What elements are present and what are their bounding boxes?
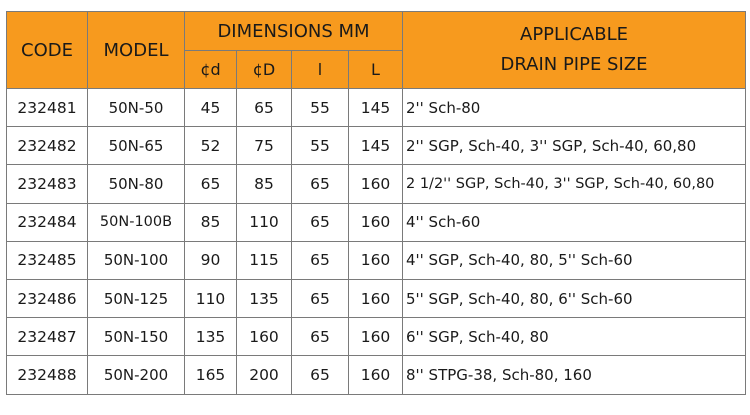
- cell-model: 50N-150: [87, 317, 185, 357]
- cell-model: 50N-50: [87, 87, 185, 128]
- cell-model: 50N-80: [87, 164, 185, 204]
- cell-inner-diameter: 85: [184, 202, 237, 242]
- cell-code: 232487: [6, 317, 88, 357]
- cell-pipe-size: 8'' STPG-38, Sch-80, 160: [402, 355, 746, 395]
- cell-inner-diameter: 165: [184, 355, 237, 395]
- cell-model: 50N-200: [87, 355, 185, 395]
- cell-outer-diameter: 135: [236, 278, 292, 319]
- header-outer-diameter: ¢D: [236, 50, 292, 89]
- cell-pipe-size: 4'' SGP, Sch-40, 80, 5'' Sch-60: [402, 240, 746, 280]
- header-model: MODEL: [87, 11, 185, 89]
- cell-length: 160: [348, 278, 403, 319]
- table-row: 232481 50N-50 45 65 55 145 2'' Sch-80: [6, 87, 746, 128]
- header-code: CODE: [6, 11, 88, 89]
- cell-pipe-size: 4'' Sch-60: [402, 202, 746, 242]
- cell-length: 145: [348, 87, 403, 128]
- cell-code: 232483: [6, 164, 88, 204]
- cell-code: 232485: [6, 240, 88, 280]
- cell-length: 160: [348, 355, 403, 395]
- cell-code: 232486: [6, 278, 88, 319]
- cell-code: 232488: [6, 355, 88, 395]
- cell-pipe-size: 2 1/2'' SGP, Sch-40, 3'' SGP, Sch-40, 60…: [402, 164, 746, 204]
- cell-length: 160: [348, 202, 403, 242]
- table-row: 232483 50N-80 65 85 65 160 2 1/2'' SGP, …: [6, 164, 746, 204]
- cell-pipe-size: 6'' SGP, Sch-40, 80: [402, 317, 746, 357]
- cell-code: 232482: [6, 126, 88, 166]
- cell-inner-diameter: 52: [184, 126, 237, 166]
- cell-pipe-size: 2'' SGP, Sch-40, 3'' SGP, Sch-40, 60,80: [402, 126, 746, 166]
- cell-model: 50N-100: [87, 240, 185, 280]
- cell-small-length: 65: [291, 202, 349, 242]
- cell-length: 160: [348, 240, 403, 280]
- cell-outer-diameter: 160: [236, 317, 292, 357]
- spec-table-container: CODE MODEL DIMENSIONS MM APPLICABLE DRAI…: [6, 11, 746, 395]
- cell-pipe-size: 5'' SGP, Sch-40, 80, 6'' Sch-60: [402, 278, 746, 319]
- cell-model: 50N-100B: [87, 202, 185, 242]
- header-applicable: APPLICABLE DRAIN PIPE SIZE: [402, 11, 746, 89]
- cell-outer-diameter: 110: [236, 202, 292, 242]
- cell-model: 50N-125: [87, 278, 185, 319]
- cell-small-length: 65: [291, 317, 349, 357]
- cell-small-length: 65: [291, 240, 349, 280]
- cell-model: 50N-65: [87, 126, 185, 166]
- cell-inner-diameter: 135: [184, 317, 237, 357]
- header-applicable-line1: APPLICABLE: [520, 24, 628, 45]
- header-length: L: [348, 50, 403, 89]
- cell-small-length: 55: [291, 126, 349, 166]
- cell-inner-diameter: 45: [184, 87, 237, 128]
- cell-outer-diameter: 65: [236, 87, 292, 128]
- cell-length: 145: [348, 126, 403, 166]
- table-row: 232485 50N-100 90 115 65 160 4'' SGP, Sc…: [6, 240, 746, 280]
- header-applicable-line2: DRAIN PIPE SIZE: [500, 54, 648, 75]
- cell-outer-diameter: 85: [236, 164, 292, 204]
- cell-length: 160: [348, 164, 403, 204]
- cell-code: 232481: [6, 87, 88, 128]
- drain-spec-table: CODE MODEL DIMENSIONS MM APPLICABLE DRAI…: [6, 11, 746, 395]
- cell-small-length: 65: [291, 278, 349, 319]
- header-small-length: l: [291, 50, 349, 89]
- table-row: 232487 50N-150 135 160 65 160 6'' SGP, S…: [6, 317, 746, 357]
- cell-length: 160: [348, 317, 403, 357]
- table-row: 232488 50N-200 165 200 65 160 8'' STPG-3…: [6, 355, 746, 395]
- cell-outer-diameter: 200: [236, 355, 292, 395]
- table-row: 232486 50N-125 110 135 65 160 5'' SGP, S…: [6, 278, 746, 319]
- cell-inner-diameter: 90: [184, 240, 237, 280]
- cell-outer-diameter: 115: [236, 240, 292, 280]
- cell-small-length: 65: [291, 164, 349, 204]
- cell-pipe-size: 2'' Sch-80: [402, 87, 746, 128]
- table-row: 232484 50N-100B 85 110 65 160 4'' Sch-60: [6, 202, 746, 242]
- cell-small-length: 55: [291, 87, 349, 128]
- header-inner-diameter: ¢d: [184, 50, 237, 89]
- cell-code: 232484: [6, 202, 88, 242]
- header-dimensions: DIMENSIONS MM: [184, 11, 403, 51]
- cell-inner-diameter: 110: [184, 278, 237, 319]
- cell-outer-diameter: 75: [236, 126, 292, 166]
- cell-inner-diameter: 65: [184, 164, 237, 204]
- cell-small-length: 65: [291, 355, 349, 395]
- table-row: 232482 50N-65 52 75 55 145 2'' SGP, Sch-…: [6, 126, 746, 166]
